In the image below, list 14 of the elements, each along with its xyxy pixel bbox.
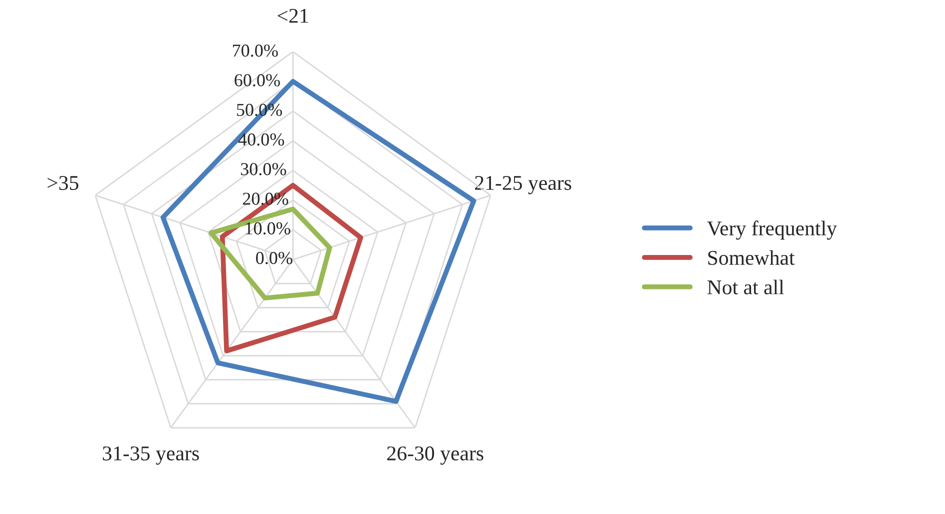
y-tick-label: 0.0% (256, 252, 292, 264)
legend-label: Not at all (707, 280, 784, 294)
spoke-label: 21-25 years (475, 176, 572, 194)
y-tick-label: 40.0% (238, 133, 284, 146)
spoke-label: >35 (48, 176, 78, 190)
y-tick-label: 30.0% (240, 163, 286, 176)
spoke-label: 26-30 years (387, 446, 484, 465)
spoke-label: 31-35 years (102, 446, 199, 465)
y-tick-label: 10.0% (246, 222, 290, 235)
y-tick-label: 60.0% (234, 74, 280, 86)
y-tick-label: 70.0% (233, 44, 278, 57)
legend-label: Very frequently (707, 220, 837, 240)
spoke-label: <21 (278, 8, 308, 23)
legend-label: Somewhat (708, 250, 795, 265)
